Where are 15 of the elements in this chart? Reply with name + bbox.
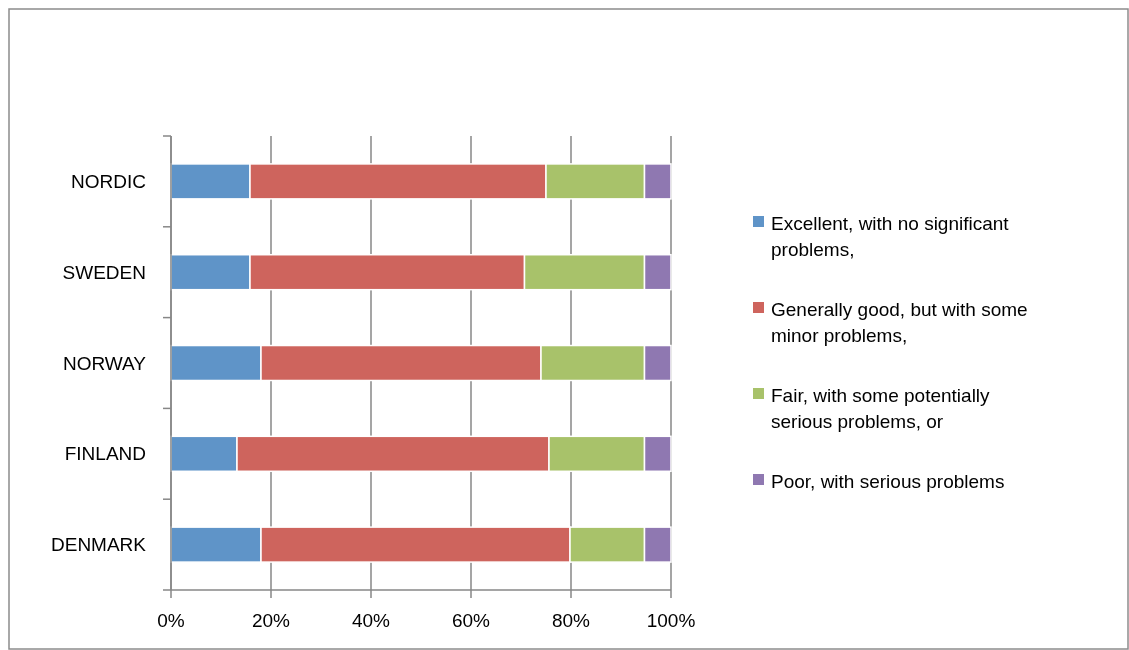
y-tick-label: NORWAY — [62, 352, 147, 374]
legend-label: Fair, with some potentially serious problems, or — [771, 384, 991, 432]
legend-label: Poor, with serious problems — [771, 470, 1005, 492]
legend-label: Generally good, but with some minor problems, — [771, 298, 1028, 346]
x-tick-label: 100% — [646, 610, 696, 631]
x-tick-label: 80% — [551, 610, 591, 631]
x-tick-label: 20% — [251, 610, 291, 631]
x-tick-label: 60% — [451, 610, 491, 631]
x-tick-label: 40% — [351, 610, 391, 631]
y-tick-label: NORDIC — [71, 170, 146, 192]
legend-label: Excellent, with no significant problems, — [771, 212, 1010, 260]
x-tick-label: 0% — [157, 610, 185, 631]
y-tick-label: SWEDEN — [62, 261, 146, 283]
y-tick-label: FINLAND — [64, 443, 146, 465]
y-tick-label: DENMARK — [50, 534, 147, 556]
